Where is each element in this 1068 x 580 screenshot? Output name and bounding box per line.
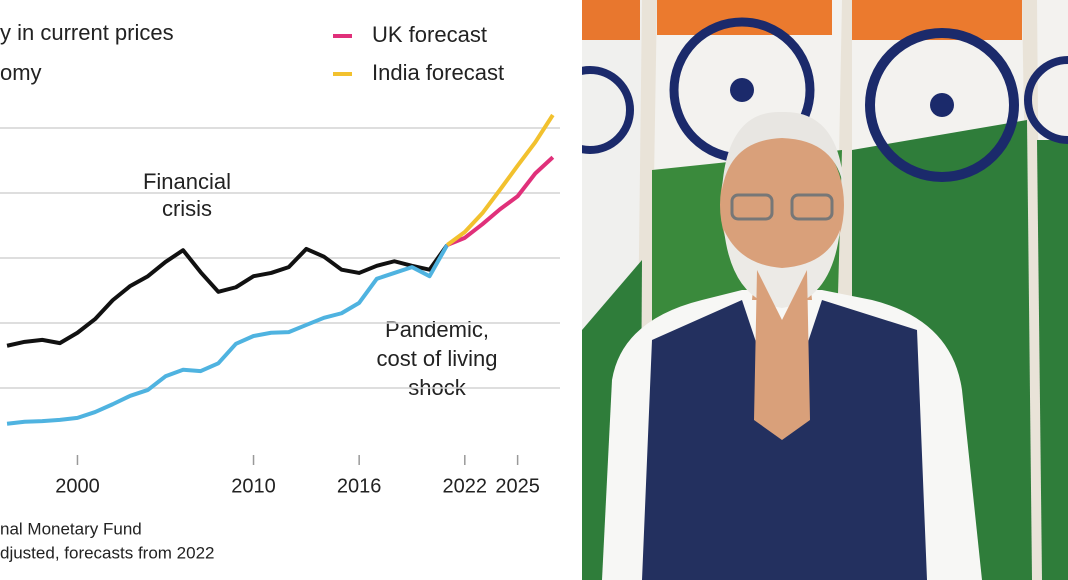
title-line: y in current prices: [0, 20, 174, 45]
chart: y in current prices omy Financial crisis…: [0, 20, 560, 562]
annotation: Pandemic,: [385, 317, 489, 342]
series-line: [446, 155, 555, 247]
person: [602, 111, 982, 580]
legend-label: UK forecast: [372, 22, 487, 47]
annotation: cost of living: [376, 346, 497, 371]
source-line: djusted, forecasts from 2022: [0, 543, 215, 562]
annotation: crisis: [162, 196, 212, 221]
legend-label: India forecast: [372, 60, 504, 85]
x-tick-label: 2025: [495, 475, 540, 497]
series-line: [446, 113, 555, 247]
photo: [582, 0, 1068, 580]
subtitle-line: omy: [0, 60, 42, 85]
annotation: Financial: [143, 169, 231, 194]
x-tick-label: 2016: [337, 475, 382, 497]
x-tick-label: 2010: [231, 475, 276, 497]
x-tick-label: 2022: [443, 475, 488, 497]
series-line: [6, 244, 449, 426]
source-line: nal Monetary Fund: [0, 519, 142, 538]
series-line: [6, 243, 449, 348]
x-tick-label: 2000: [55, 475, 100, 497]
